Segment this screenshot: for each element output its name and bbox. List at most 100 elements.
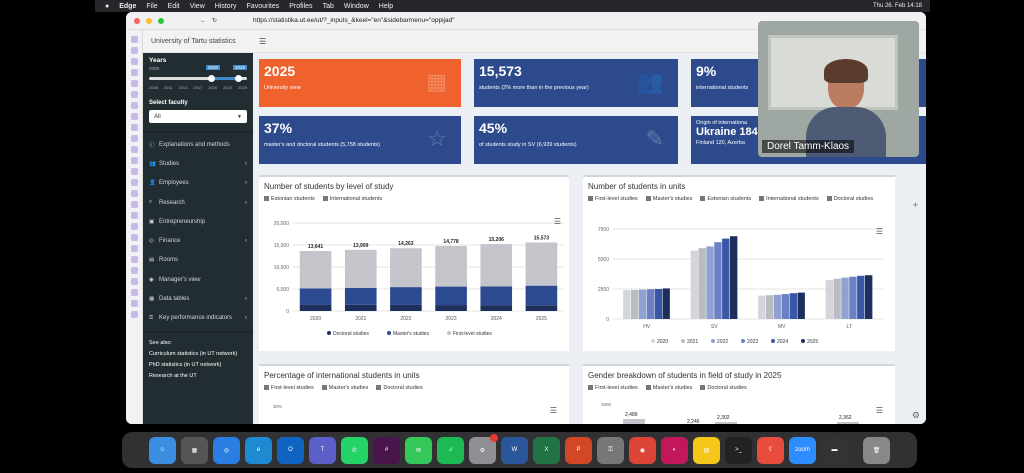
terminal-icon[interactable]: >_	[725, 436, 752, 464]
word-icon[interactable]: W	[501, 436, 528, 464]
back-arrow-icon[interactable]: ←	[200, 17, 206, 24]
legend-label[interactable]: 2022	[717, 339, 728, 345]
excel-icon[interactable]: X	[533, 436, 560, 464]
tab-favicon-icon[interactable]	[130, 278, 138, 285]
sidebar-item-data-tables[interactable]: ▦ Data tables ‹	[143, 289, 253, 308]
tab-favicon-icon[interactable]	[130, 157, 138, 164]
keychain-icon[interactable]: ⚿	[597, 436, 624, 464]
powerpoint-icon[interactable]: P	[565, 436, 592, 464]
sidebar-item-key-performance-indicators[interactable]: ⚿ Key performance indicators ‹	[143, 309, 253, 328]
app-brand[interactable]: University of Tartu statistics	[151, 37, 236, 45]
legend-label[interactable]: Doctoral studies	[333, 331, 369, 337]
tab-favicon-icon[interactable]	[130, 91, 138, 98]
tab-favicon-icon[interactable]	[130, 47, 138, 54]
sidebar-item-entrepreneurship[interactable]: ▣ Entrepreneurship	[143, 212, 253, 231]
teams-icon[interactable]: T	[309, 436, 336, 464]
launchpad-icon[interactable]: ▦	[181, 436, 208, 464]
messages-icon[interactable]: ✉	[405, 436, 432, 464]
tab-favicon-icon[interactable]	[130, 36, 138, 43]
faculty-select[interactable]: All ▼	[149, 110, 247, 123]
filter-checkbox[interactable]: Doctoral studies	[826, 196, 873, 202]
outlook-icon[interactable]: O	[277, 436, 304, 464]
tab-favicon-icon[interactable]	[130, 58, 138, 65]
link-research-at-ut[interactable]: Research at the UT	[149, 372, 197, 379]
tab-favicon-icon[interactable]	[130, 267, 138, 274]
legend-label[interactable]: 2023	[747, 339, 758, 345]
chart-menu-icon[interactable]: ☰	[549, 406, 557, 415]
chrome-icon[interactable]: ◉	[629, 436, 656, 464]
menubar-item[interactable]: Help	[378, 2, 394, 10]
tab-favicon-icon[interactable]	[130, 80, 138, 87]
zoom-window-icon[interactable]	[158, 17, 164, 24]
legend-label[interactable]: 2020	[657, 339, 668, 345]
menubar-clock[interactable]: Thu 26. Feb 14:18	[872, 3, 922, 9]
system-settings-icon[interactable]: ⚙	[469, 433, 498, 464]
filter-checkbox[interactable]: International students	[322, 196, 382, 202]
sidebar-item-rooms[interactable]: ▤ Rooms	[143, 251, 253, 270]
tab-favicon-icon[interactable]	[130, 190, 138, 197]
tab-favicon-icon[interactable]	[130, 69, 138, 76]
whatsapp-icon[interactable]: ✆	[341, 436, 368, 464]
sidebar-toggle-icon[interactable]: ☰	[259, 36, 267, 46]
dark-app-icon[interactable]: ▬	[821, 436, 848, 464]
sidebar-item-finance[interactable]: ◎ Finance ‹	[143, 231, 253, 250]
filter-checkbox[interactable]: International students	[759, 196, 819, 202]
legend-marker[interactable]	[801, 339, 805, 343]
legend-label[interactable]: Master's studies	[393, 331, 429, 337]
address-bar[interactable]: https://statistika.ut.ee/ut/?_inputs_&ke…	[253, 17, 455, 24]
tab-favicon-icon[interactable]	[130, 234, 138, 241]
minimize-window-icon[interactable]	[146, 17, 152, 24]
slack-icon[interactable]: #	[373, 436, 400, 464]
filter-checkbox[interactable]: First-level studies	[588, 385, 638, 391]
filter-checkbox[interactable]: Estonian students	[264, 196, 315, 202]
sidebar-item-manager-s-view[interactable]: ◉ Manager's view	[143, 270, 253, 289]
spotify-icon[interactable]: ♫	[437, 436, 464, 464]
sidebar-item-explanations-and-methods[interactable]: ⓘ Explanations and methods	[143, 135, 253, 154]
filter-checkbox[interactable]: Master's studies	[645, 385, 692, 391]
filter-checkbox[interactable]: Estonian students	[700, 196, 751, 202]
filter-checkbox[interactable]: Doctoral studies	[376, 385, 423, 391]
notes-icon[interactable]: ▤	[693, 436, 720, 464]
tab-favicon-icon[interactable]	[130, 289, 138, 296]
tab-favicon-icon[interactable]	[130, 102, 138, 109]
filter-checkbox[interactable]: Doctoral studies	[700, 385, 747, 391]
sidebar-item-studies[interactable]: 👥 Studies ‹	[143, 154, 253, 173]
tab-favicon-icon[interactable]	[130, 168, 138, 175]
legend-marker[interactable]	[447, 331, 451, 335]
reload-icon[interactable]: ↻	[212, 18, 218, 24]
filter-checkbox[interactable]: Master's studies	[645, 196, 692, 202]
filter-checkbox[interactable]: First-level studies	[264, 385, 314, 391]
menubar-item[interactable]: Window	[343, 2, 369, 10]
menubar-item[interactable]: Favourites	[246, 2, 280, 10]
legend-marker[interactable]	[741, 339, 745, 343]
menubar-item[interactable]: Tab	[322, 2, 334, 10]
tab-favicon-icon[interactable]	[130, 256, 138, 263]
filter-checkbox[interactable]: First-level studies	[588, 196, 638, 202]
video-call-pip[interactable]: Dorel Tamm-Klaos	[758, 21, 919, 157]
menubar-item[interactable]: History	[214, 2, 237, 10]
legend-marker[interactable]	[651, 339, 655, 343]
chart-menu-icon[interactable]: ☰	[875, 406, 883, 415]
year-slider-handle-to[interactable]	[235, 75, 242, 82]
legend-marker[interactable]	[711, 339, 715, 343]
tab-favicon-icon[interactable]	[130, 245, 138, 252]
tab-favicon-icon[interactable]	[130, 223, 138, 230]
add-icon[interactable]: +	[912, 200, 918, 210]
menubar-app-name[interactable]: Edge	[119, 2, 137, 10]
apple-icon[interactable]: ●	[105, 2, 110, 10]
legend-label[interactable]: First-level studies	[453, 331, 492, 337]
legend-label[interactable]: 2025	[807, 339, 818, 345]
close-window-icon[interactable]	[134, 17, 140, 24]
filter-checkbox[interactable]: Master's studies	[321, 385, 368, 391]
sidebar-item-research[interactable]: ⌕ Research ‹	[143, 193, 253, 212]
safari-icon[interactable]: ◎	[213, 436, 240, 464]
zoom-icon[interactable]: zoom	[789, 436, 816, 464]
link-phd-statistics[interactable]: PhD statistics (in UT network)	[149, 360, 247, 371]
tab-favicon-icon[interactable]	[130, 201, 138, 208]
sidebar-item-employees[interactable]: 👤 Employees ‹	[143, 174, 253, 193]
tab-favicon-icon[interactable]	[130, 300, 138, 307]
menubar-item[interactable]: Edit	[167, 2, 180, 10]
link-curriculum-statistics[interactable]: Curriculum statistics (in UT network)	[149, 349, 247, 360]
trash-icon[interactable]: 🗑	[863, 436, 890, 464]
legend-marker[interactable]	[327, 331, 331, 335]
